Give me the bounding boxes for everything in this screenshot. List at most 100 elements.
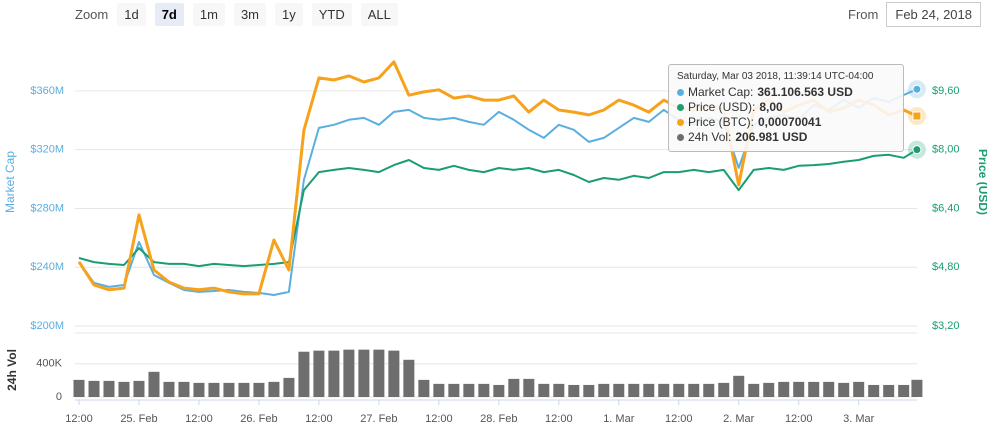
volume-bar (178, 381, 190, 397)
tooltip: Saturday, Mar 03 2018, 11:39:14 UTC-04:0… (668, 64, 904, 152)
volume-bar (703, 383, 715, 397)
hover-marker (912, 111, 922, 121)
x-tick-label: 12:00 (665, 413, 693, 425)
volume-bar (538, 383, 550, 397)
tooltip-label: Price (BTC): (688, 115, 754, 129)
hover-marker (912, 84, 922, 94)
volume-bar (793, 381, 805, 397)
volume-bar (838, 382, 850, 397)
x-tick-label: 12:00 (305, 413, 333, 425)
zoom-toolbar: Zoom 1d 7d 1m 3m 1y YTD ALL (75, 3, 398, 26)
x-tick-label: 25. Feb (120, 413, 157, 425)
volume-bar (523, 378, 535, 397)
tooltip-bullet (677, 119, 684, 126)
volume-bar (373, 349, 385, 397)
volume-bar (583, 384, 595, 397)
volume-bar (568, 384, 580, 397)
volume-bar (718, 382, 730, 397)
tooltip-bullet (677, 89, 684, 96)
vol-axis-title: 24h Vol (5, 349, 19, 391)
series-line (78, 148, 918, 268)
volume-bar (613, 383, 625, 397)
volume-bar (283, 377, 295, 397)
zoom-button[interactable]: 3m (233, 3, 266, 26)
volume-bar (403, 359, 415, 397)
tooltip-value: 361.106.563 USD (757, 85, 853, 99)
volume-bar (163, 381, 175, 397)
volume-bar (911, 379, 923, 397)
volume-bar (358, 349, 370, 397)
from-label: From (848, 7, 879, 22)
y-tick-label: $280M (30, 202, 64, 214)
x-tick-label: 12:00 (65, 413, 93, 425)
volume-bar (763, 382, 775, 397)
y-tick-label: $360M (30, 85, 64, 97)
volume-bar (328, 350, 340, 397)
volume-bar (478, 383, 490, 397)
y2-tick-label: $3,20 (932, 320, 960, 332)
volume-bar (658, 383, 670, 397)
volume-bar (733, 375, 745, 397)
volume-bar (853, 381, 865, 397)
x-tick-label: 12:00 (785, 413, 813, 425)
volume-bar (388, 350, 400, 397)
zoom-button[interactable]: YTD (311, 3, 352, 26)
y2-tick-label: $9,60 (932, 85, 960, 97)
volume-bar (688, 383, 700, 397)
volume-bar (73, 379, 85, 397)
zoom-button[interactable]: 1m (192, 3, 225, 26)
tooltip-label: Market Cap: (688, 85, 754, 99)
x-tick-label: 3. Mar (843, 413, 875, 425)
y-tick-label: $200M (30, 320, 64, 332)
y2-axis-title: Price (USD) (976, 149, 987, 215)
y2-tick-label: $8,00 (932, 144, 960, 156)
tooltip-bullet (677, 104, 684, 111)
y-tick-label: $240M (30, 261, 64, 273)
volume-bar (343, 349, 355, 397)
volume-bar (898, 384, 910, 397)
x-tick-label: 2. Mar (723, 413, 755, 425)
vol-tick-label: 400K (36, 358, 62, 370)
volume-bar (208, 382, 220, 397)
tooltip-row: Price (BTC): 0,00070041 (677, 115, 895, 130)
volume-bar (628, 383, 640, 397)
tooltip-label: 24h Vol: (688, 130, 732, 144)
zoom-button[interactable]: 1y (275, 3, 303, 26)
x-tick-label: 12:00 (185, 413, 213, 425)
volume-bar (313, 350, 325, 397)
volume-bar (448, 383, 460, 397)
volume-bar (118, 381, 130, 397)
y2-tick-label: $6,40 (932, 202, 960, 214)
volume-bar (883, 384, 895, 397)
volume-bar (463, 383, 475, 397)
volume-bar (673, 383, 685, 397)
y-tick-label: $320M (30, 144, 64, 156)
tooltip-row: Market Cap: 361.106.563 USD (677, 85, 895, 100)
volume-bar (823, 381, 835, 397)
from-date-input[interactable]: Feb 24, 2018 (886, 2, 981, 27)
tooltip-title: Saturday, Mar 03 2018, 11:39:14 UTC-04:0… (677, 71, 874, 82)
volume-bar (868, 384, 880, 397)
volume-bar (643, 383, 655, 397)
volume-bar (598, 383, 610, 397)
volume-bar (553, 383, 565, 397)
volume-bar (808, 381, 820, 397)
tooltip-value: 8,00 (759, 100, 783, 114)
zoom-button[interactable]: ALL (360, 3, 398, 26)
volume-bar (133, 380, 145, 397)
x-tick-label: 12:00 (425, 413, 453, 425)
x-tick-label: 12:00 (545, 413, 573, 425)
zoom-button[interactable]: 7d (154, 3, 184, 26)
tooltip-value: 206.981 USD (735, 130, 808, 144)
x-tick-label: 28. Feb (480, 413, 517, 425)
volume-bar (88, 380, 100, 397)
tooltip-bullet (677, 134, 684, 141)
zoom-button[interactable]: 1d (117, 3, 146, 26)
x-tick-label: 26. Feb (240, 413, 277, 425)
y2-tick-label: $4,80 (932, 261, 960, 273)
volume-bar (253, 382, 265, 397)
volume-bar (298, 351, 310, 397)
volume-bar (193, 382, 205, 397)
